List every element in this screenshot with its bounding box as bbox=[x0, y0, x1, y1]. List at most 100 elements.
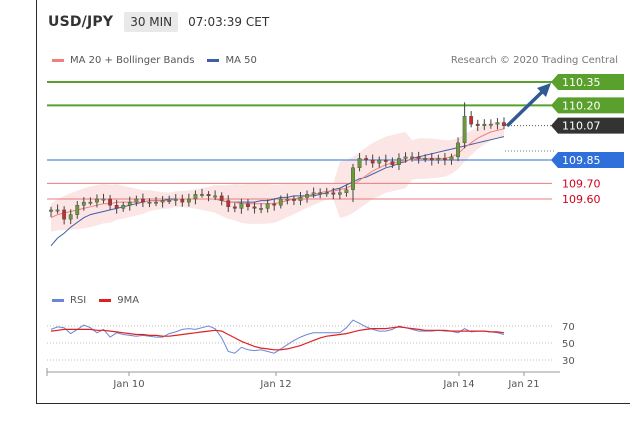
candle bbox=[311, 187, 316, 198]
candle-body bbox=[482, 123, 487, 126]
candle-body bbox=[206, 194, 211, 197]
candle-body bbox=[68, 214, 73, 220]
candle-body bbox=[265, 203, 270, 209]
projection-arrow-shaft bbox=[505, 90, 544, 128]
candle bbox=[246, 198, 250, 211]
candle-body bbox=[219, 195, 224, 201]
candle bbox=[443, 152, 447, 166]
candle-body bbox=[173, 198, 178, 201]
candle bbox=[213, 190, 218, 201]
candle bbox=[200, 188, 204, 198]
candle-body bbox=[147, 201, 152, 204]
candle bbox=[416, 151, 421, 164]
candle bbox=[488, 119, 493, 129]
candle bbox=[108, 194, 112, 210]
candle-body bbox=[121, 205, 126, 209]
candle-body bbox=[49, 209, 53, 212]
candle-body bbox=[416, 156, 421, 159]
candle-body bbox=[383, 159, 388, 162]
candle bbox=[285, 193, 290, 205]
candle-body bbox=[370, 159, 375, 164]
candle-body bbox=[298, 197, 303, 201]
candle-body bbox=[226, 200, 231, 207]
chart-frame-bottom bbox=[36, 403, 630, 404]
candle-body bbox=[456, 142, 460, 158]
level-tag-3 bbox=[551, 152, 624, 168]
candle-body bbox=[502, 122, 506, 126]
candle bbox=[160, 196, 165, 208]
candle-body bbox=[272, 203, 277, 206]
candle-body bbox=[75, 205, 80, 215]
candle-body bbox=[318, 192, 323, 195]
candle-body bbox=[246, 203, 250, 207]
rsi-line bbox=[50, 319, 505, 354]
candle-body bbox=[278, 198, 283, 206]
candle bbox=[482, 119, 487, 131]
candle bbox=[186, 193, 191, 207]
ma9-legend-label: 9MA bbox=[117, 295, 140, 306]
candle-body bbox=[397, 158, 401, 165]
candle bbox=[377, 156, 382, 168]
price-legend: MA 20 + Bollinger Bands MA 50 bbox=[52, 55, 257, 66]
candle bbox=[121, 201, 126, 212]
candle bbox=[226, 195, 231, 212]
timeframe-button[interactable]: 30 MIN bbox=[124, 12, 179, 32]
candle bbox=[410, 152, 414, 162]
candle-body bbox=[167, 200, 172, 202]
candle bbox=[383, 154, 388, 167]
candle bbox=[318, 188, 323, 199]
rsi-tick-70: 70 bbox=[562, 322, 575, 333]
candle-body bbox=[357, 158, 362, 169]
candle bbox=[114, 199, 119, 214]
candle-body bbox=[488, 123, 493, 126]
candle bbox=[173, 194, 178, 206]
candle-body bbox=[134, 198, 139, 203]
candle bbox=[265, 199, 270, 213]
candle bbox=[469, 111, 474, 128]
level-lines-layer bbox=[47, 81, 556, 200]
candle-body bbox=[462, 116, 467, 144]
level-text-5: 109.60 bbox=[562, 193, 601, 206]
rsi-legend: RSI 9MA bbox=[52, 295, 139, 306]
candle-body bbox=[292, 198, 296, 201]
candle bbox=[81, 197, 86, 211]
candle bbox=[134, 195, 139, 207]
ma20-line bbox=[50, 128, 505, 219]
x-tick-label: Jan 14 bbox=[442, 379, 474, 390]
candle-body bbox=[443, 158, 447, 161]
candle bbox=[75, 200, 80, 219]
level-tag-2 bbox=[551, 117, 624, 134]
x-tick-label: Jan 21 bbox=[507, 379, 539, 390]
candle-body bbox=[403, 156, 408, 159]
rsi-swatch bbox=[52, 299, 64, 302]
candle-body bbox=[55, 209, 60, 212]
ma20-legend-label: MA 20 + Bollinger Bands bbox=[70, 55, 195, 66]
rsi-panel-layer: 70 50 30 bbox=[47, 319, 575, 367]
candle bbox=[298, 192, 303, 206]
moving-average-layer bbox=[50, 128, 505, 247]
ma9-swatch bbox=[99, 299, 112, 302]
ma20-swatch bbox=[52, 59, 64, 62]
candle bbox=[344, 184, 349, 197]
candle bbox=[429, 153, 434, 166]
candle-body bbox=[285, 198, 290, 201]
candle bbox=[259, 203, 263, 214]
candle-body bbox=[127, 201, 132, 206]
candle bbox=[272, 198, 277, 211]
candle bbox=[495, 118, 500, 130]
candle bbox=[252, 202, 257, 214]
candle bbox=[331, 187, 336, 200]
candle bbox=[357, 153, 362, 172]
candle bbox=[88, 197, 93, 206]
candle-body bbox=[108, 198, 112, 206]
candle bbox=[370, 154, 375, 168]
candle-body bbox=[180, 198, 185, 203]
candle bbox=[449, 153, 454, 165]
candle-body bbox=[200, 194, 204, 196]
candle bbox=[423, 154, 428, 163]
candle-body bbox=[88, 201, 93, 204]
candle-body bbox=[495, 122, 500, 125]
candle bbox=[456, 137, 460, 162]
bollinger-band-layer bbox=[51, 121, 504, 232]
